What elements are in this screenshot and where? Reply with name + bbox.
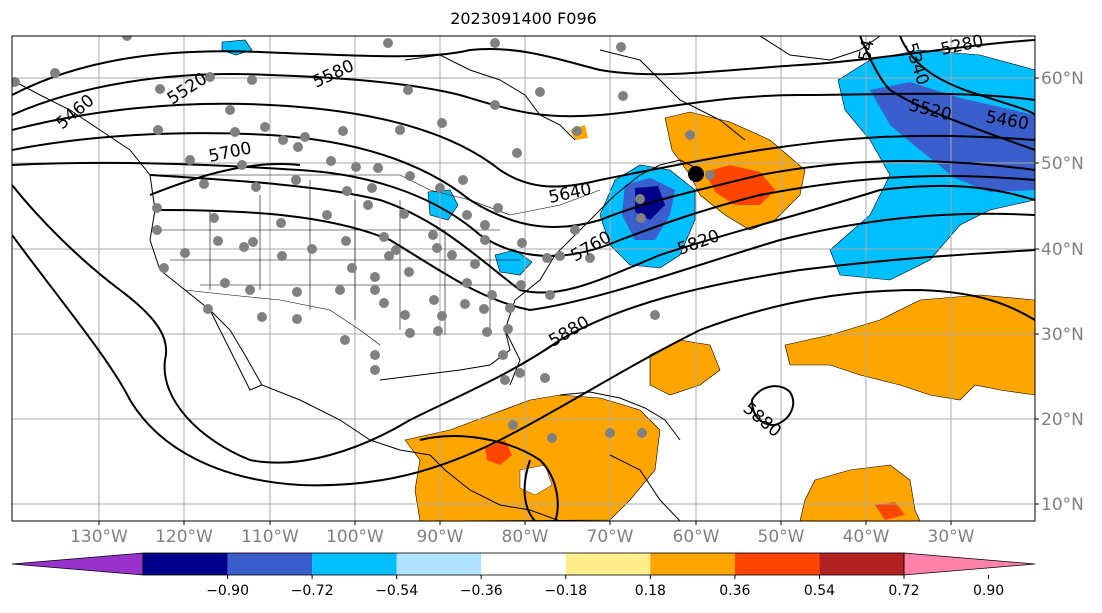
- colorbar-extend-min: [11, 552, 144, 576]
- colorbar: [11, 552, 1036, 579]
- graticule: [12, 36, 1035, 521]
- contour-label: 5580: [310, 56, 358, 92]
- colorbar-segment: [734, 553, 820, 575]
- axis-ticks: [98, 77, 1039, 525]
- station-dots: [12, 36, 715, 443]
- lon-label: 90°W: [417, 527, 464, 547]
- contour-label: 5880: [546, 312, 593, 351]
- lat-labels: 60°N 50°N 40°N 30°N 20°N 10°N: [1041, 69, 1084, 515]
- colorbar-tick-label: −0.18: [544, 583, 588, 599]
- colorbar-tick-label: 0.90: [972, 583, 1005, 599]
- lat-label: 60°N: [1041, 69, 1084, 89]
- colorbar-segment: [143, 553, 228, 575]
- lat-label: 20°N: [1041, 410, 1084, 430]
- colorbar-tick-label: −0.54: [375, 583, 419, 599]
- lon-label: 120°W: [155, 527, 213, 547]
- lon-label: 70°W: [587, 527, 634, 547]
- colorbar-tick-label: 0.36: [719, 583, 751, 599]
- strong-positive-east-tropics: [875, 502, 905, 520]
- negative-anomaly-nw: [221, 39, 253, 56]
- colorbar-tick-label: −0.36: [459, 583, 503, 599]
- lon-labels: 130°W 120°W 110°W 100°W 90°W 80°W 70°W 6…: [70, 527, 975, 547]
- colorbar-segment: [312, 553, 397, 575]
- colorbar-segment: [819, 553, 904, 575]
- colorbar-outline: [142, 552, 905, 576]
- pale-anomaly-caribbean: [519, 464, 553, 496]
- map-title: 2023091400 F096: [450, 9, 597, 28]
- lon-label: 30°W: [928, 527, 975, 547]
- borders: [150, 174, 601, 346]
- colorbar-tick-label: 0.18: [634, 583, 666, 599]
- lon-label: 60°W: [673, 527, 720, 547]
- colorbar-tick-label: −0.90: [206, 583, 249, 599]
- positive-anomaly-central-atlantic: [784, 294, 1035, 401]
- lon-label: 40°W: [843, 527, 890, 547]
- colorbar-segment: [227, 553, 313, 575]
- storm-center-marker: [688, 166, 704, 182]
- colorbar-extend-max: [903, 552, 1036, 576]
- map-layers: [12, 36, 1035, 521]
- contour-label: 54: [855, 38, 878, 63]
- colorbar-segment: [481, 553, 566, 575]
- lon-label: 80°W: [502, 527, 549, 547]
- lon-label: 50°W: [758, 527, 805, 547]
- strong-positive-caribbean: [485, 440, 512, 465]
- lat-label: 10°N: [1041, 495, 1084, 515]
- lon-label: 130°W: [70, 527, 128, 547]
- positive-anomaly-west-atlantic: [649, 339, 721, 396]
- colorbar-segment: [396, 553, 482, 575]
- lon-label: 110°W: [241, 527, 299, 547]
- contour-label: 5640: [547, 179, 593, 208]
- map-frame: [11, 35, 1036, 522]
- colorbar-tick-label: 0.72: [888, 583, 920, 599]
- lat-label: 30°N: [1041, 325, 1084, 345]
- lon-label: 100°W: [326, 527, 384, 547]
- lat-label: 50°N: [1041, 154, 1084, 174]
- colorbar-segment: [650, 553, 735, 575]
- colorbar-tick-label: −0.72: [290, 583, 334, 599]
- contour-label: 5880: [739, 399, 785, 442]
- colorbar-tick-label: 0.54: [803, 583, 836, 599]
- lat-label: 40°N: [1041, 240, 1084, 260]
- positive-anomaly-caribbean: [404, 394, 661, 521]
- colorbar-segment: [565, 553, 651, 575]
